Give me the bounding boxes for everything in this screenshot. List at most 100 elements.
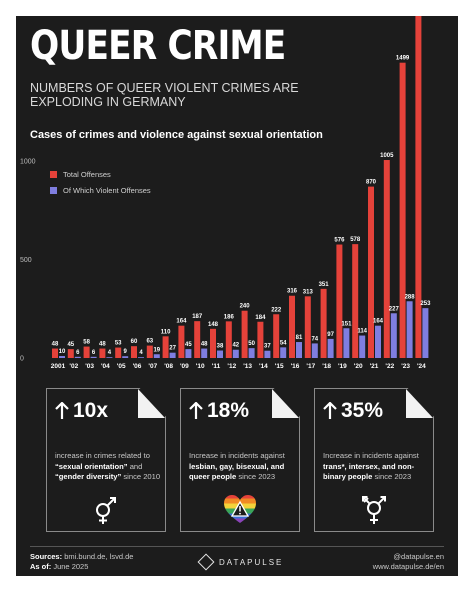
gender-diversity-icon — [96, 497, 116, 524]
stat-card-lgbq: 18% Increase in incidents against lesbia… — [180, 388, 300, 532]
data-label-violent: 10 — [59, 349, 66, 355]
footer-sources: Sources: bmi.bund.de, lsvd.de As of: Jun… — [30, 552, 133, 572]
bar-total-offenses — [131, 346, 137, 358]
bar-violent-offenses — [248, 348, 255, 358]
data-label-violent: 27 — [169, 346, 176, 352]
data-label-total: 313 — [303, 289, 314, 295]
x-tick-label: '15 — [275, 363, 284, 370]
bar-total-offenses — [289, 295, 295, 358]
chart-title: Cases of crimes and violence against sex… — [30, 129, 323, 141]
data-label-total: 53 — [115, 341, 122, 347]
bar-total-offenses — [304, 296, 311, 358]
bar-violent-offenses — [74, 356, 81, 358]
bar-total-offenses — [99, 348, 106, 358]
bar-violent-offenses — [406, 301, 413, 358]
data-label-violent: 9 — [124, 349, 128, 355]
datapulse-logo-icon — [197, 553, 215, 571]
bar-total-offenses — [115, 347, 122, 358]
bar-violent-offenses — [90, 356, 97, 358]
data-label-violent: 74 — [311, 336, 318, 342]
x-tick-label: '10 — [196, 363, 205, 370]
bar-total-offenses — [162, 336, 169, 358]
arrow-up-icon — [189, 402, 203, 419]
data-label-violent: 164 — [373, 319, 384, 325]
legend-label-total: Total Offenses — [63, 169, 111, 179]
arrow-up-icon — [55, 402, 69, 419]
y-tick-label: 1000 — [20, 159, 36, 166]
infographic-panel: QUEER CRIME NUMBERS OF QUEER VIOLENT CRI… — [16, 16, 458, 576]
website-link[interactable]: www.datapulse.de/en — [372, 562, 444, 571]
data-label-total: 240 — [240, 304, 251, 310]
stat-number: 18% — [207, 399, 250, 422]
card-fold — [272, 389, 299, 418]
data-label-violent: 114 — [357, 329, 367, 335]
x-tick-label: '21 — [370, 363, 379, 370]
bar-total-offenses — [399, 62, 406, 359]
x-tick-label: '17 — [306, 363, 315, 370]
stat-card-sexual-orientation: 10x increase in crimes related to “sexua… — [46, 388, 166, 532]
bar-violent-offenses — [296, 342, 302, 358]
bar-violent-offenses — [217, 350, 223, 358]
bar-violent-offenses — [201, 348, 208, 358]
legend-label-violent: Of Which Violent Offenses — [63, 185, 151, 195]
data-label-total: 1005 — [380, 153, 394, 159]
x-tick-label: '08 — [164, 363, 173, 370]
stat-card-trans: 35% Increase in incidents against trans*… — [314, 388, 434, 532]
data-label-violent: 38 — [217, 344, 224, 350]
bar-violent-offenses — [185, 349, 192, 358]
data-label-total: 316 — [287, 289, 298, 295]
stat-value: 10x — [55, 399, 108, 423]
bar-violent-offenses — [327, 338, 334, 358]
data-label-violent: 151 — [341, 321, 352, 327]
data-label-violent: 81 — [296, 335, 303, 341]
data-label-total: 576 — [334, 238, 345, 244]
x-tick-label: '16 — [291, 363, 300, 370]
x-tick-label: '02 — [69, 363, 78, 370]
data-label-violent: 37 — [264, 344, 271, 350]
x-tick-label: '09 — [180, 363, 189, 370]
stat-value: 18% — [189, 399, 249, 423]
footer-divider — [30, 546, 444, 547]
x-tick-label: '11 — [212, 363, 221, 370]
stat-description: Increase in incidents against lesbian, g… — [189, 451, 285, 481]
sources-row: Sources: bmi.bund.de, lsvd.de — [30, 552, 134, 561]
bar-violent-offenses — [232, 349, 239, 358]
legend-item-violent: Of Which Violent Offenses — [50, 182, 151, 198]
bar-violent-offenses — [390, 313, 397, 358]
bar-total-offenses — [241, 310, 248, 358]
legend-item-total: Total Offenses — [50, 166, 151, 182]
data-label-total: 222 — [271, 307, 282, 313]
data-label-violent: 45 — [185, 342, 192, 348]
data-label-total: 578 — [350, 237, 361, 243]
transgender-symbol-icon — [362, 496, 386, 524]
bar-violent-offenses — [422, 308, 429, 358]
bar-total-offenses — [368, 186, 374, 358]
bar-violent-offenses — [375, 325, 381, 358]
page-title: QUEER CRIME — [30, 23, 286, 69]
data-label-total: 351 — [319, 282, 330, 288]
bar-violent-offenses — [264, 350, 271, 358]
data-label-total: 187 — [192, 314, 203, 320]
brand-name: DATAPULSE — [219, 557, 284, 567]
data-label-violent: 54 — [280, 340, 287, 346]
arrow-up-icon — [323, 402, 337, 419]
x-tick-label: '20 — [354, 363, 363, 370]
data-label-violent: 227 — [389, 306, 400, 312]
data-label-violent: 288 — [405, 294, 416, 300]
bar-total-offenses — [67, 349, 74, 358]
bar-total-offenses — [273, 314, 280, 358]
x-tick-label: '24 — [417, 363, 426, 370]
brand-logo: DATAPULSE — [197, 553, 284, 571]
data-label-total: 870 — [366, 180, 377, 186]
data-label-violent: 253 — [420, 301, 431, 307]
x-tick-label: '07 — [148, 363, 157, 370]
x-tick-label: '23 — [401, 363, 410, 370]
footer-handles: @datapulse.en www.datapulse.de/en — [373, 552, 444, 572]
bar-violent-offenses — [122, 356, 129, 358]
bar-total-offenses — [352, 244, 359, 358]
page-subtitle: NUMBERS OF QUEER VIOLENT CRIMES ARE EXPL… — [30, 81, 299, 109]
data-label-total: 58 — [83, 340, 90, 346]
x-tick-label: '03 — [85, 363, 94, 370]
bar-total-offenses — [194, 321, 201, 358]
bar-total-offenses — [52, 348, 58, 358]
